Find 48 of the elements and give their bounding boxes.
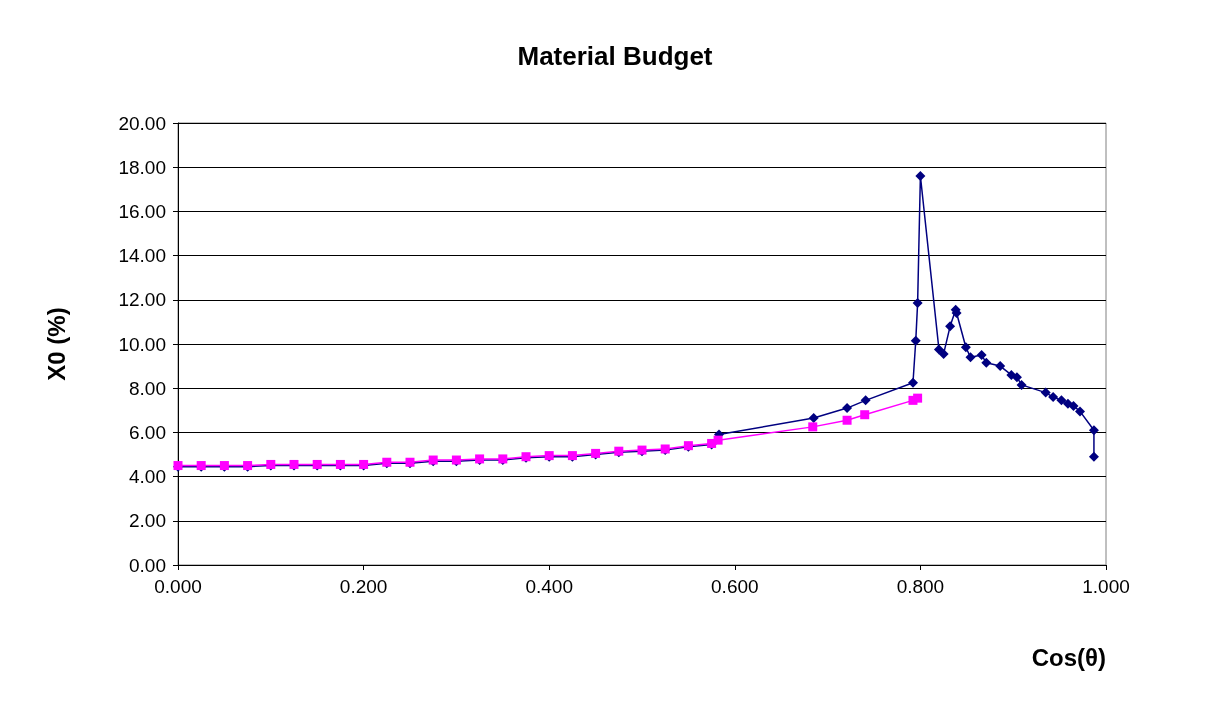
point [1056,395,1067,406]
point [1068,400,1079,411]
y-tick-label: 2.00 [129,510,166,532]
y-tick-label: 8.00 [129,377,166,399]
point [965,352,976,363]
point [995,361,1006,372]
point [860,395,871,406]
point [1048,392,1059,403]
y-tick-label: 20.00 [118,112,166,134]
y-tick-label: 12.00 [118,289,166,311]
point [960,342,971,353]
y-tick-label: 6.00 [129,421,166,443]
point [1075,406,1086,417]
x-tick-label: 0.400 [525,576,573,597]
point [1088,425,1099,436]
x-tick-label: 0.200 [339,576,388,597]
y-tick-label: 14.00 [118,245,166,267]
point [933,344,944,355]
x-tick-label: 1.000 [1082,576,1130,597]
x-axis-title: Cos(θ) [1031,643,1106,671]
point [1016,379,1027,390]
point [842,415,852,425]
point [808,413,819,424]
point [808,422,818,432]
x-tick-label: 0.800 [896,576,945,597]
y-axis-title: X0 (%) [42,307,70,381]
point [860,410,870,420]
point [842,403,853,414]
x-tick-label: 0.600 [711,576,759,597]
point [915,171,926,182]
point [981,357,992,368]
chart-title: Material Budget [517,41,713,71]
y-tick-label: 0.00 [129,554,166,576]
point [910,335,921,346]
y-tick-label: 18.00 [118,156,166,178]
point [945,321,956,332]
point [907,377,918,388]
x-tick-label: 0.000 [154,576,202,597]
point [1088,451,1099,462]
point [938,348,949,359]
point [713,435,723,445]
point [913,393,923,403]
point [1040,387,1051,398]
point [912,298,923,309]
point [976,350,987,361]
y-tick-label: 10.00 [118,333,166,355]
y-tick-label: 16.00 [118,200,166,222]
y-tick-label: 4.00 [129,466,166,488]
